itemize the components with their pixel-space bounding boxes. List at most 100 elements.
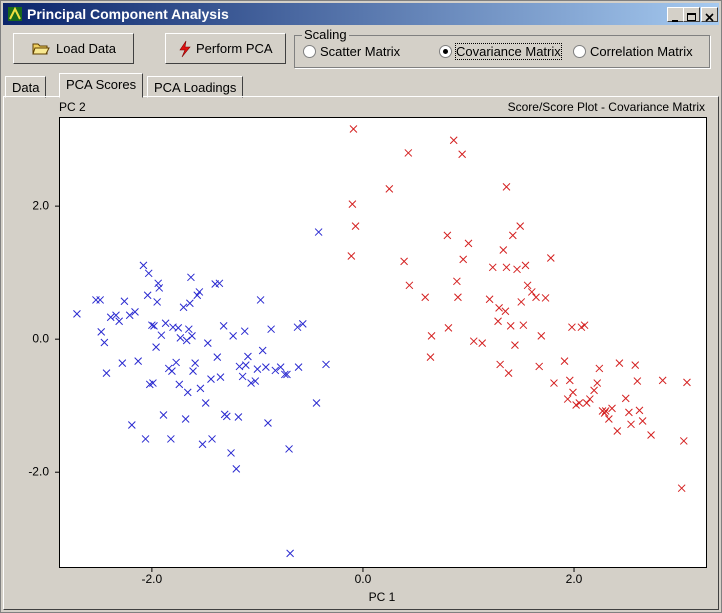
- chart-title: Score/Score Plot - Covariance Matrix: [508, 100, 705, 114]
- point: [658, 376, 667, 385]
- point: [517, 298, 526, 306]
- point: [293, 323, 302, 332]
- point: [215, 279, 224, 288]
- point: [426, 353, 435, 361]
- point: [161, 319, 170, 328]
- point: [294, 363, 303, 371]
- point: [157, 331, 166, 340]
- point: [593, 379, 602, 387]
- point: [187, 273, 195, 282]
- point: [285, 445, 293, 453]
- point: [148, 321, 156, 330]
- point: [508, 231, 517, 240]
- radio-label: Covariance Matrix: [455, 43, 562, 60]
- point: [152, 343, 160, 352]
- point: [112, 311, 120, 320]
- point: [638, 417, 647, 425]
- point: [494, 317, 502, 326]
- x-tick-label: 0.0: [355, 572, 372, 586]
- point: [404, 149, 413, 157]
- point: [159, 411, 168, 419]
- point: [535, 362, 544, 371]
- point: [421, 293, 430, 302]
- perform-pca-button[interactable]: Perform PCA: [165, 33, 286, 64]
- point: [443, 231, 452, 240]
- point: [506, 322, 515, 330]
- point: [590, 386, 598, 395]
- point: [150, 322, 158, 330]
- x-axis-label: PC 1: [369, 590, 396, 604]
- point: [496, 360, 505, 369]
- point: [253, 365, 262, 373]
- point: [125, 311, 134, 320]
- point: [604, 415, 613, 423]
- point: [560, 357, 569, 365]
- point: [201, 399, 210, 407]
- point: [502, 263, 511, 272]
- point: [222, 412, 231, 421]
- tab-panel: [3, 96, 719, 610]
- point: [235, 362, 244, 371]
- maximize-button[interactable]: [683, 7, 700, 22]
- point: [478, 339, 487, 348]
- point: [97, 328, 106, 336]
- scaling-group: Scaling Scatter Matrix Covariance Matrix C…: [294, 27, 710, 68]
- title-bar: Principal Component Analysis: [3, 3, 719, 25]
- point: [488, 263, 497, 272]
- point: [600, 409, 609, 417]
- point: [143, 291, 152, 300]
- point: [565, 376, 574, 385]
- point: [485, 295, 494, 304]
- point: [449, 136, 458, 145]
- point: [134, 357, 143, 365]
- point: [191, 359, 199, 367]
- button-label: Perform PCA: [196, 41, 273, 56]
- point: [348, 200, 357, 208]
- y-tick-label: -2.0: [28, 464, 49, 478]
- minimize-button[interactable]: [667, 7, 684, 22]
- point: [521, 261, 530, 270]
- point: [174, 324, 183, 332]
- point: [312, 399, 321, 407]
- point: [241, 361, 250, 369]
- point: [459, 255, 468, 264]
- tab[interactable]: PCA Scores: [59, 73, 144, 98]
- point: [73, 310, 81, 318]
- radio-circle[interactable]: [573, 45, 586, 58]
- point: [298, 320, 307, 328]
- tab[interactable]: Data: [5, 76, 47, 98]
- point: [216, 373, 225, 381]
- point: [601, 407, 610, 415]
- point: [184, 325, 193, 334]
- point: [568, 323, 576, 332]
- point: [677, 484, 686, 493]
- point: [647, 431, 655, 439]
- point: [516, 222, 525, 230]
- point: [621, 394, 630, 403]
- point: [679, 437, 688, 445]
- point: [527, 288, 536, 296]
- radio-circle[interactable]: [439, 45, 452, 58]
- point: [188, 331, 196, 340]
- point: [172, 358, 181, 367]
- point: [351, 222, 360, 230]
- point: [537, 331, 546, 340]
- point: [155, 284, 164, 292]
- point: [608, 404, 616, 413]
- point: [203, 339, 212, 348]
- y-tick-label: 0.0: [32, 331, 49, 345]
- point: [625, 408, 633, 417]
- button-label: Load Data: [56, 41, 116, 56]
- point: [347, 252, 356, 260]
- radio-dot: [443, 49, 448, 54]
- point: [585, 395, 594, 403]
- plot-area: [59, 117, 707, 568]
- tab[interactable]: PCA Loadings: [147, 76, 244, 98]
- close-button[interactable]: [701, 7, 718, 22]
- point: [106, 313, 115, 322]
- point: [595, 364, 604, 373]
- load-data-button[interactable]: Load Data: [13, 33, 134, 64]
- radio-circle[interactable]: [303, 45, 316, 58]
